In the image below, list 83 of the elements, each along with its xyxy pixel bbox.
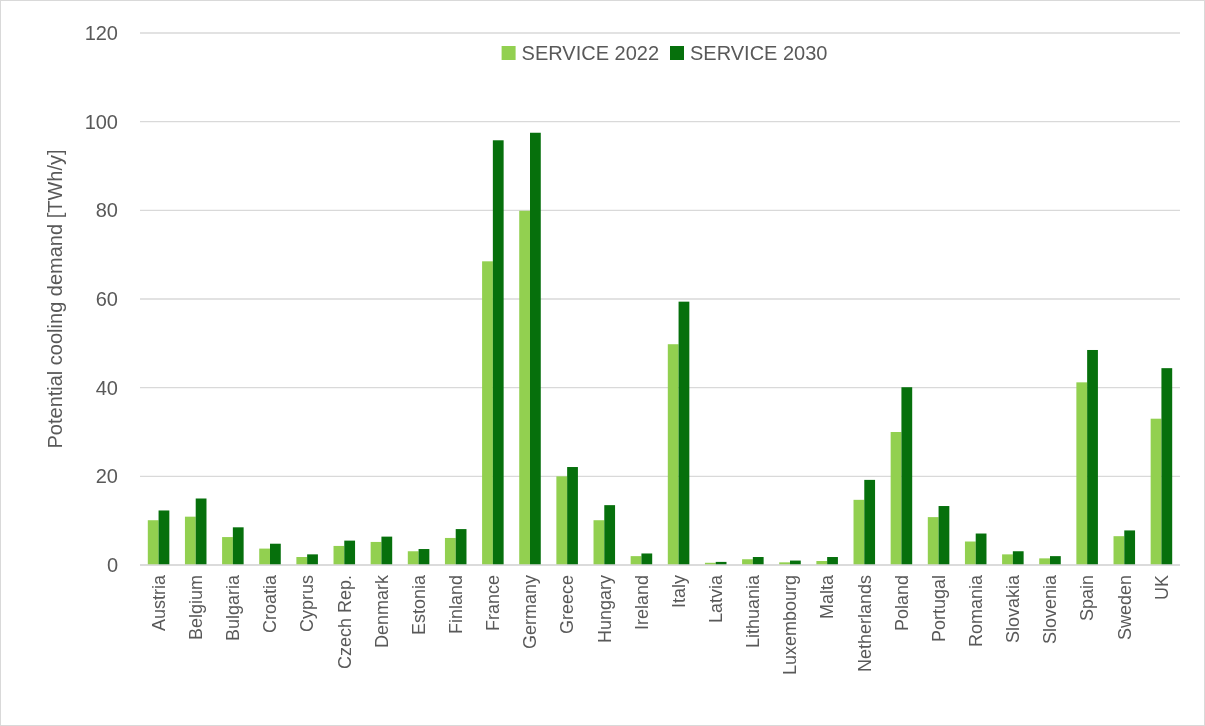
bar [184,516,196,565]
bar [556,476,568,565]
bar [455,529,467,565]
x-tick-label: Croatia [260,574,281,634]
x-tick-label: Hungary [594,575,615,644]
bar [604,505,616,565]
bar [296,557,308,565]
bar [678,301,690,565]
x-tick-label: Belgium [186,575,207,641]
y-tick-label: 100 [84,110,118,133]
bar [752,557,764,565]
bar [1161,368,1173,565]
bar [964,541,976,565]
x-tick-label: Cyprus [297,575,318,633]
x-tick-label: Romania [966,574,987,648]
x-tick-label: Latvia [706,574,727,624]
y-tick-label: 80 [95,199,118,222]
y-tick-label: 60 [95,288,118,310]
bar [1124,530,1136,565]
x-tick-label: Spain [1077,575,1098,622]
legend-label: SERVICE 2030 [690,42,828,64]
bar [567,467,578,565]
bar [530,132,541,565]
bar [195,498,207,565]
bar [270,543,281,565]
bar [222,537,233,565]
y-tick-label: 120 [84,22,118,44]
bar [1150,418,1162,565]
x-tick-label: Italy [668,575,689,609]
x-tick-label: Sweden [1114,575,1135,641]
x-tick-label: Poland [891,575,912,632]
x-tick-label: Denmark [371,574,392,649]
bar [147,520,159,565]
bar [890,432,902,565]
x-tick-label: Estonia [408,574,429,636]
x-tick-label: Slovenia [1040,574,1061,645]
bar [407,551,419,565]
bar [1087,349,1098,565]
bar [864,479,876,565]
y-tick-label: 20 [95,465,118,488]
bar [307,554,318,565]
y-axis-title: Potential cooling demand [TWh/y] [44,149,66,449]
bar [444,537,456,565]
bar [641,553,653,565]
bar [938,506,950,565]
x-tick-label: Czech Rep. [334,575,355,670]
bar [1039,558,1050,565]
x-tick-label: Austria [148,574,169,632]
bar [482,261,493,565]
x-tick-label: Ireland [631,575,652,631]
bar [901,387,913,565]
x-tick-label: UK [1151,575,1172,601]
bar [1113,536,1125,565]
bar [1050,556,1061,565]
bar [519,210,530,565]
bar [927,517,939,565]
x-tick-label: Lithuania [743,574,764,649]
x-tick-label: Bulgaria [223,574,244,642]
x-tick-label: Malta [817,574,838,620]
bar [853,499,865,565]
bar [593,520,605,565]
y-tick-label: 40 [95,376,118,399]
x-tick-label: Greece [557,575,578,635]
bar [667,344,679,565]
bar [1076,382,1088,565]
bar [1002,554,1013,565]
bar [259,548,270,565]
legend-label: SERVICE 2022 [521,42,660,64]
x-tick-label: Luxembourg [780,575,801,676]
x-tick-label: Finland [446,575,467,635]
bar [344,540,356,565]
bar [158,510,170,565]
x-tick-label: Netherlands [854,575,875,673]
x-tick-label: Slovakia [1003,574,1024,644]
bar [232,527,244,565]
bar [381,536,393,565]
bar [492,140,504,565]
x-tick-label: Germany [520,575,541,650]
x-tick-label: France [483,575,504,632]
bar [1012,551,1024,565]
y-tick-label: 0 [106,554,118,576]
x-tick-label: Portugal [928,575,949,643]
bar [827,557,838,565]
